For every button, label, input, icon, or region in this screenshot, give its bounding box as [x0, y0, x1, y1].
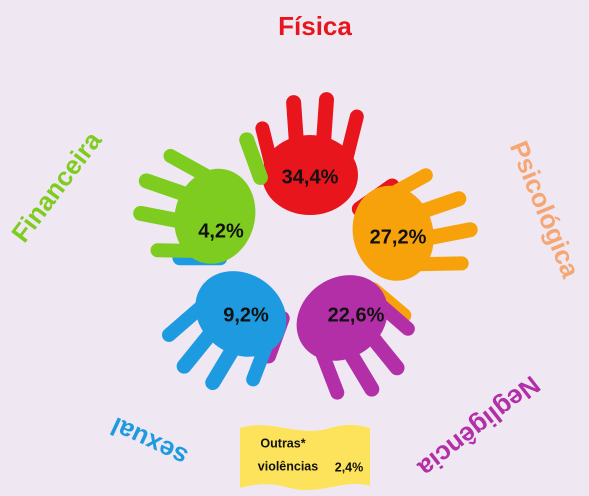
- hand: [162, 250, 287, 391]
- other-value: 2,4%: [335, 460, 364, 474]
- finger: [315, 92, 334, 165]
- palm: [262, 135, 358, 215]
- finger: [255, 121, 280, 176]
- value-label: 4,2%: [198, 220, 244, 242]
- finger: [133, 205, 203, 232]
- hand: [133, 132, 268, 264]
- value-label: 27,2%: [370, 226, 427, 248]
- finger: [334, 332, 380, 397]
- banner: [240, 424, 370, 491]
- finger: [399, 191, 467, 225]
- finger: [408, 256, 469, 272]
- value-label: 9,2%: [223, 304, 269, 326]
- value-label: 22,6%: [328, 304, 385, 326]
- finger: [246, 334, 275, 387]
- finger: [382, 168, 433, 203]
- other-label: Outras*: [260, 436, 305, 450]
- finger: [162, 297, 211, 342]
- category-label: Física: [278, 11, 352, 41]
- other-label: violências: [258, 459, 318, 473]
- finger: [176, 314, 228, 374]
- finger: [205, 327, 249, 391]
- finger: [138, 173, 208, 207]
- finger: [369, 294, 415, 336]
- finger: [150, 243, 206, 258]
- finger: [354, 317, 405, 376]
- value-label: 34,4%: [282, 166, 339, 188]
- hands: [133, 92, 478, 400]
- finger: [338, 109, 364, 169]
- thumb: [239, 132, 268, 185]
- finger: [286, 95, 305, 166]
- finger: [406, 222, 478, 249]
- finger: [163, 148, 218, 186]
- finger: [313, 342, 345, 400]
